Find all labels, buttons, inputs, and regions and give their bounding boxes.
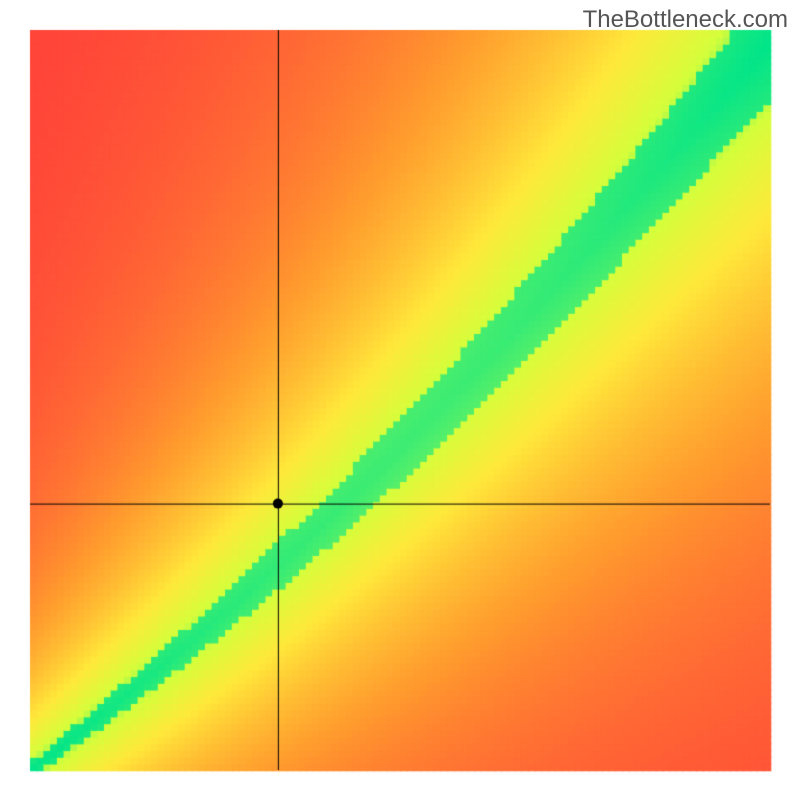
bottleneck-heatmap-chart: TheBottleneck.com xyxy=(0,0,800,800)
heatmap-canvas xyxy=(0,0,800,800)
attribution-text: TheBottleneck.com xyxy=(583,6,788,34)
